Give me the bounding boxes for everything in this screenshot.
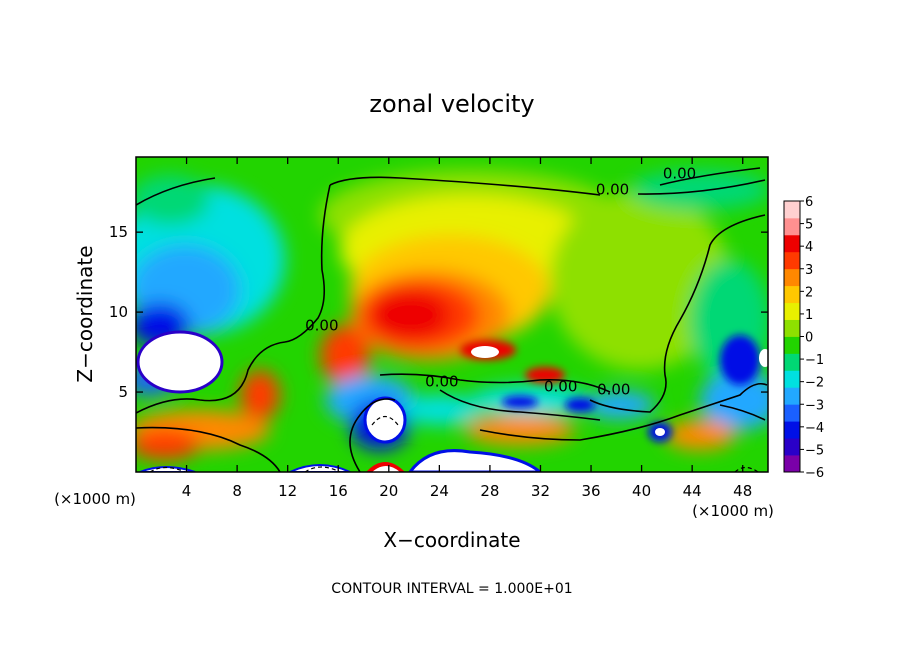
colorbar-segment bbox=[784, 319, 800, 337]
colorbar-segment bbox=[784, 387, 800, 405]
y-axis-ticks: 5 10 15 bbox=[109, 223, 768, 401]
contour-label: 0.00 bbox=[596, 181, 629, 199]
x-axis-ticks: 4 8 12 16 20 24 28 32 36 40 44 48 bbox=[182, 157, 752, 500]
colorbar-tick-label: 2 bbox=[805, 285, 813, 300]
colorbar-segment bbox=[784, 421, 800, 439]
x-tick-label: 44 bbox=[683, 482, 702, 500]
colorbar-tick-label: 3 bbox=[805, 263, 813, 278]
y-tick-label: 15 bbox=[109, 223, 128, 241]
contour-label: 0.00 bbox=[305, 316, 338, 334]
chart-title: zonal velocity bbox=[369, 90, 534, 118]
x-tick-label: 36 bbox=[581, 482, 600, 500]
colorbar-tick-label: −5 bbox=[805, 443, 824, 458]
y-axis-title: Z−coordinate bbox=[73, 245, 97, 382]
contour-label: 0.00 bbox=[425, 372, 458, 390]
x-unit-label-left: (×1000 m) bbox=[54, 490, 136, 508]
x-tick-label: 4 bbox=[182, 482, 192, 500]
x-tick-label: 20 bbox=[379, 482, 398, 500]
colorbar-segment bbox=[784, 370, 800, 388]
y-tick-label: 5 bbox=[118, 383, 128, 401]
colorbar-segment bbox=[784, 353, 800, 371]
x-tick-label: 12 bbox=[278, 482, 297, 500]
colorbar-segment bbox=[784, 201, 800, 219]
colorbar-tick-label: 0 bbox=[805, 331, 813, 346]
colorbar-tick-label: 5 bbox=[805, 218, 813, 233]
colorbar-segment bbox=[784, 285, 800, 304]
colorbar-tick-label: 4 bbox=[805, 240, 813, 255]
contour-interval-note: CONTOUR INTERVAL = 1.000E+01 bbox=[331, 581, 572, 597]
colorbar-tick-label: 6 bbox=[805, 195, 813, 210]
x-tick-label: 24 bbox=[430, 482, 449, 500]
colorbar-tick-label: 1 bbox=[805, 308, 813, 323]
colorbar-segment bbox=[784, 234, 800, 253]
colorbar-segment bbox=[784, 251, 800, 270]
contour-label: 0.00 bbox=[663, 165, 696, 183]
x-tick-label: 8 bbox=[232, 482, 242, 500]
contour-label: 0.00 bbox=[597, 380, 630, 398]
colorbar-segment bbox=[784, 455, 800, 473]
colorbar-segment bbox=[784, 302, 800, 320]
x-tick-label: 32 bbox=[531, 482, 550, 500]
x-axis-title: X−coordinate bbox=[383, 528, 520, 552]
colorbar-segment bbox=[784, 217, 800, 236]
colorbar-tick-label: −3 bbox=[805, 398, 824, 413]
colorbar-segment bbox=[784, 268, 800, 287]
colorbar-segment bbox=[784, 404, 800, 422]
heatmap-field bbox=[136, 157, 768, 472]
colorbar-tick-label: −1 bbox=[805, 353, 824, 368]
colorbar-segment bbox=[784, 336, 800, 354]
contour-labels: 0.00 0.00 0.00 0.00 0.00 0.00 bbox=[305, 165, 696, 399]
x-tick-label: 40 bbox=[632, 482, 651, 500]
colorbar: 6 5 4 3 2 1 0 −1 −2 −3 −4 −5 −6 bbox=[783, 195, 824, 481]
contour-label: 0.00 bbox=[544, 377, 577, 395]
colorbar-tick-label: −4 bbox=[805, 421, 824, 436]
y-tick-label: 10 bbox=[109, 303, 128, 321]
colorbar-tick-label: −2 bbox=[805, 376, 824, 391]
colorbar-segment bbox=[784, 438, 800, 456]
plot-frame bbox=[135, 156, 769, 473]
colorbar-tick-label: −6 bbox=[805, 466, 824, 481]
x-unit-label-right: (×1000 m) bbox=[692, 502, 774, 520]
x-tick-label: 48 bbox=[733, 482, 752, 500]
x-tick-label: 28 bbox=[480, 482, 499, 500]
x-tick-label: 16 bbox=[329, 482, 348, 500]
